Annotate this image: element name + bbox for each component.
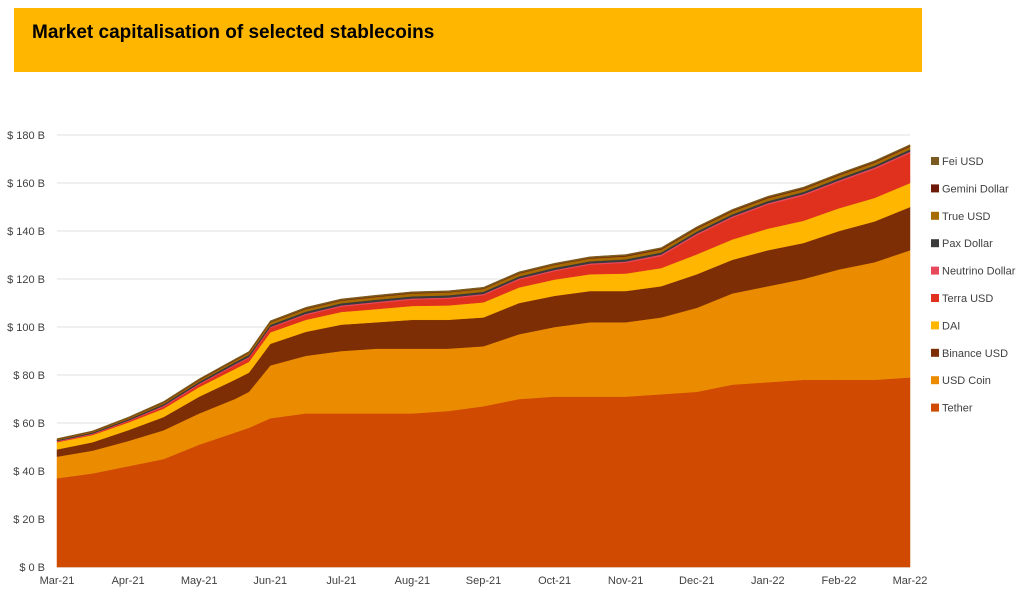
legend-label: Pax Dollar [942, 238, 993, 250]
x-tick-label: Dec-21 [679, 575, 714, 587]
x-tick-label: Feb-22 [821, 575, 856, 587]
legend-swatch [931, 239, 939, 248]
y-tick-label: $ 180 B [7, 130, 45, 142]
legend-item: Fei USD [931, 156, 984, 168]
x-tick-label: Jul-21 [326, 575, 356, 587]
legend-label: True USD [942, 211, 991, 223]
y-tick-label: $ 60 B [13, 418, 45, 430]
series-areas [56, 144, 911, 568]
legend-label: Fei USD [942, 156, 984, 168]
legend-swatch [931, 184, 939, 193]
legend-item: Neutrino Dollar [931, 266, 1016, 278]
legend-swatch [931, 403, 939, 412]
legend-label: Binance USD [942, 348, 1008, 360]
x-tick-label: Mar-22 [893, 575, 928, 587]
x-tick-label: Aug-21 [395, 575, 430, 587]
axes: $ 0 B $ 20 B $ 40 B $ 60 B $ 80 B $ 100 B $ 12… [7, 130, 927, 587]
y-tick-label: $ 0 B [19, 562, 45, 574]
y-tick-label: $ 20 B [13, 514, 45, 526]
title-banner: Market capitalisation of selected stable… [14, 8, 922, 72]
legend-item: Binance USD [931, 348, 1008, 360]
legend-swatch [931, 321, 939, 330]
area-fei-usd [56, 144, 911, 440]
x-tick-label: Oct-21 [538, 575, 571, 587]
legend-label: Terra USD [942, 293, 993, 305]
y-tick-label: $ 40 B [13, 466, 45, 478]
y-tick-label: $ 140 B [7, 226, 45, 238]
legend-swatch [931, 266, 939, 275]
legend-swatch [931, 294, 939, 302]
x-tick-label: May-21 [181, 575, 218, 587]
legend-item: Terra USD [931, 293, 993, 305]
legend-item: Pax Dollar [931, 238, 993, 250]
legend-item: Gemini Dollar [931, 183, 1009, 195]
legend-item: Tether [931, 403, 973, 415]
x-tick-label: Apr-21 [112, 575, 145, 587]
x-tick-label: Jun-21 [253, 575, 287, 587]
x-tick-label: Jan-22 [751, 575, 785, 587]
y-tick-label: $ 80 B [13, 370, 45, 382]
x-tick-label: Sep-21 [466, 575, 501, 587]
y-tick-label: $ 100 B [7, 322, 45, 334]
legend-item: True USD [931, 211, 991, 223]
y-tick-label: $ 120 B [7, 274, 45, 286]
legend-swatch [931, 157, 939, 165]
legend-swatch [931, 376, 939, 385]
x-tick-label: Nov-21 [608, 575, 643, 587]
x-tick-label: Mar-21 [40, 575, 75, 587]
legend-label: Gemini Dollar [942, 183, 1009, 195]
chart-title: Market capitalisation of selected stable… [32, 22, 435, 43]
legend-swatch [931, 348, 939, 357]
legend-label: DAI [942, 320, 960, 332]
legend-label: Tether [942, 403, 973, 415]
legend-item: DAI [931, 320, 960, 332]
legend-item: USD Coin [931, 375, 991, 387]
legend-label: Neutrino Dollar [942, 266, 1016, 278]
legend-label: USD Coin [942, 375, 991, 387]
y-tick-label: $ 160 B [7, 178, 45, 190]
legend-swatch [931, 211, 939, 220]
legend: Fei USD Gemini Dollar True USD Pax Dollar Ne… [931, 156, 1016, 415]
